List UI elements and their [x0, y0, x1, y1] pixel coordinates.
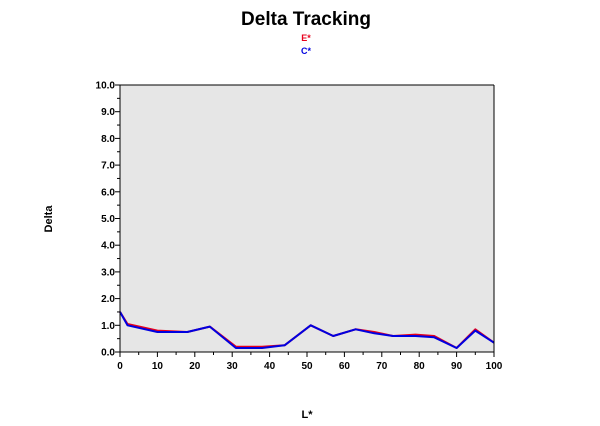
x-tick-label: 10: [152, 361, 164, 372]
x-tick-label: 20: [189, 361, 201, 372]
x-tick-label: 60: [339, 361, 351, 372]
x-tick-label: 80: [414, 361, 426, 372]
legend-entry-0: E*: [301, 33, 311, 43]
y-tick-label: 9.0: [101, 107, 115, 118]
series-line-1: [119, 311, 495, 349]
y-tick-label: 6.0: [101, 187, 115, 198]
y-tick-label: 1.0: [101, 321, 115, 332]
x-tick-label: 70: [376, 361, 388, 372]
series-layer: [119, 311, 495, 349]
y-tick-label: 4.0: [101, 241, 115, 252]
y-tick-label: 8.0: [101, 134, 115, 145]
x-axis-label: L*: [302, 409, 314, 421]
x-tick-label: 50: [301, 361, 313, 372]
y-axis-label: Delta: [43, 205, 55, 233]
axis-ticks: 0.0 1.0 2.0 3.0 4.0 5.0 6.0 7.0 8.0 9.0 10.0 0 10 20 3…: [96, 81, 503, 373]
x-tick-label: 30: [227, 361, 239, 372]
axes: [119, 84, 495, 353]
x-tick-label: 90: [451, 361, 463, 372]
x-tick-label: 0: [117, 361, 123, 372]
chart-title: Delta Tracking: [241, 9, 371, 30]
plot-area: [120, 85, 494, 352]
y-tick-label: 3.0: [101, 267, 115, 278]
x-tick-label: 100: [486, 361, 503, 372]
legend: E* C*: [301, 33, 311, 56]
y-tick-label: 7.0: [101, 161, 115, 172]
x-tick-label: 40: [264, 361, 276, 372]
y-tick-label: 5.0: [101, 214, 115, 225]
y-tick-label: 0.0: [101, 348, 115, 359]
y-tick-label: 10.0: [96, 81, 116, 92]
legend-entry-1: C*: [301, 46, 311, 56]
y-tick-label: 2.0: [101, 294, 115, 305]
